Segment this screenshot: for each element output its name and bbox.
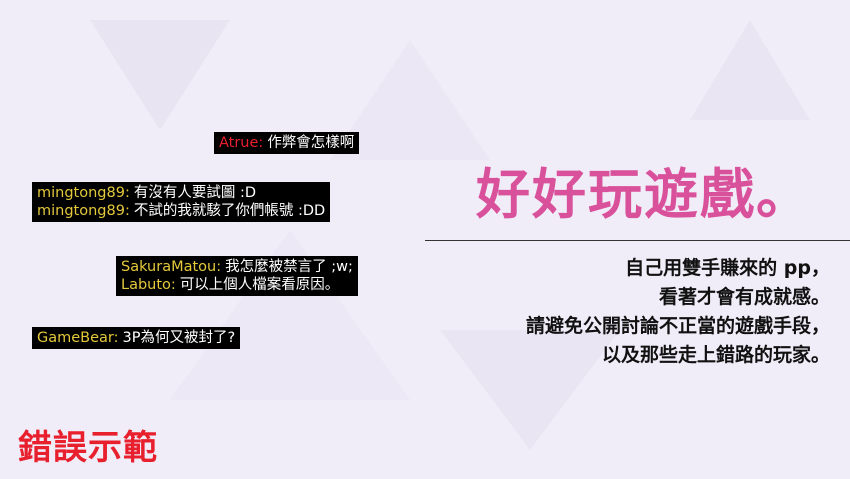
- bad-example-label: 錯誤示範: [18, 428, 158, 468]
- page-title: 好好玩遊戲。: [476, 163, 812, 226]
- description-line: 請避免公開討論不正當的遊戲手段，: [525, 315, 830, 337]
- chat-message: 有沒有人要試圖 :D: [133, 185, 257, 201]
- description-line: 以及那些走上錯路的玩家。: [601, 344, 830, 366]
- chat-username: SakuraMatou:: [121, 259, 222, 275]
- chat-message: 我怎麼被禁言了 ;w;: [225, 259, 353, 275]
- chat-box: GameBear: 3P為何又被封了?: [32, 327, 241, 349]
- chat-username: Atrue:: [219, 135, 264, 151]
- description-line: 看著才會有成就感。: [658, 286, 830, 308]
- chat-message: 3P為何又被封了?: [122, 330, 236, 346]
- background-triangle: [90, 20, 230, 130]
- chat-line: GameBear: 3P為何又被封了?: [37, 329, 235, 347]
- background-triangle: [440, 330, 620, 450]
- chat-line: Atrue: 作弊會怎樣啊: [219, 134, 354, 152]
- chat-box: mingtong89: 有沒有人要試圖 :D mingtong89: 不試的我就駭了…: [32, 182, 331, 222]
- chat-box: SakuraMatou: 我怎麼被禁言了 ;w; Labuto: 可以上個人檔案看原…: [116, 256, 358, 296]
- description-line: 自己用雙手賺來的 pp，: [625, 257, 830, 279]
- background-triangle: [690, 20, 810, 120]
- description: 自己用雙手賺來的 pp， 看著才會有成就感。 請避免公開討論不正當的遊戲手段， …: [526, 254, 830, 370]
- chat-message: 作弊會怎樣啊: [267, 135, 355, 151]
- chat-username: Labuto:: [121, 277, 176, 293]
- chat-line: SakuraMatou: 我怎麼被禁言了 ;w;: [121, 258, 353, 276]
- chat-username: mingtong89:: [37, 203, 130, 219]
- chat-line: mingtong89: 不試的我就駭了你們帳號 :DD: [37, 202, 325, 220]
- chat-username: GameBear:: [37, 330, 119, 346]
- chat-message: 可以上個人檔案看原因。: [179, 277, 340, 293]
- chat-line: Labuto: 可以上個人檔案看原因。: [121, 276, 353, 294]
- chat-username: mingtong89:: [37, 185, 130, 201]
- chat-box: Atrue: 作弊會怎樣啊: [214, 132, 360, 154]
- chat-line: mingtong89: 有沒有人要試圖 :D: [37, 184, 325, 202]
- chat-message: 不試的我就駭了你們帳號 :DD: [133, 203, 326, 219]
- divider: [425, 240, 850, 241]
